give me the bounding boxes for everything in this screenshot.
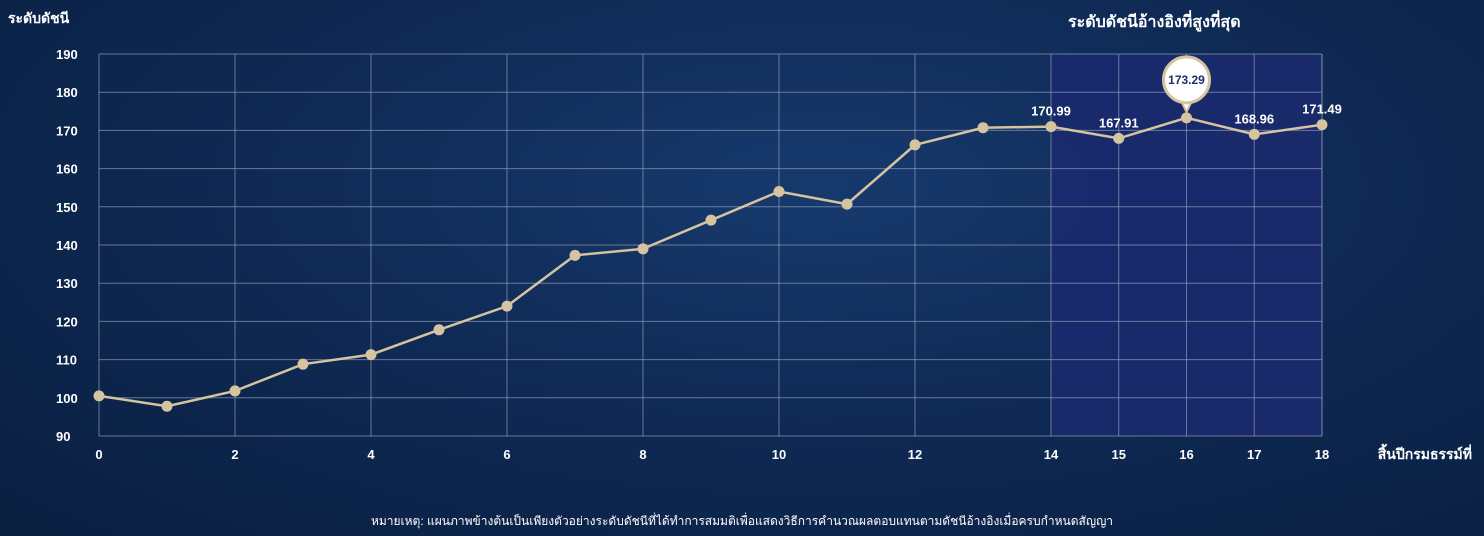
data-point [1181,112,1192,124]
data-label: 168.96 [1234,111,1274,126]
y-tick-label: 150 [56,200,78,215]
data-point [1113,132,1125,144]
callout-bubble [1162,55,1211,105]
data-point [841,198,853,210]
data-point [637,243,649,255]
y-tick-label: 120 [56,314,78,329]
y-tick-label: 110 [56,353,77,368]
y-tick-label: 100 [56,391,78,406]
footnote: หมายเหตุ: แผนภาพข้างต้นเป็นเพียงตัวอย่าง… [370,514,1114,528]
x-tick-label: 2 [231,447,238,462]
y-tick-label: 160 [56,162,78,177]
y-tick-label: 190 [56,47,78,62]
x-tick-label: 14 [1044,447,1059,462]
data-label: 167.91 [1099,115,1139,130]
y-tick-label: 180 [56,85,78,100]
data-point [569,249,581,261]
x-tick-label: 0 [95,447,102,462]
x-tick-label: 10 [772,447,786,462]
y-tick-label: 170 [56,123,78,138]
x-axis-label: สิ้นปีกรมธรรม์ที่ [1377,446,1472,462]
data-point [501,300,513,312]
y-axis-label: ระดับดัชนี [8,10,70,26]
callout-value: 173.29 [1168,73,1205,87]
data-point [773,186,785,198]
data-point [1316,119,1328,131]
x-tick-label: 12 [908,447,922,462]
data-point [229,385,241,397]
data-point [1045,121,1057,133]
data-label: 170.99 [1031,104,1071,119]
data-point [909,139,921,151]
highlight-title: ระดับดัชนีอ้างอิงที่สูงที่สุด [1068,14,1241,31]
x-tick-label: 6 [503,447,510,462]
y-tick-label: 140 [56,238,78,253]
data-label: 171.49 [1302,102,1342,117]
data-point [297,358,309,370]
data-point [705,214,717,226]
data-point [977,122,989,134]
data-point [161,400,173,412]
x-tick-label: 16 [1179,447,1193,462]
x-tick-label: 18 [1315,447,1329,462]
y-tick-label: 90 [56,429,70,444]
x-tick-label: 15 [1112,447,1126,462]
x-tick-label: 8 [639,447,646,462]
y-tick-label: 130 [56,276,78,291]
data-point [93,390,105,402]
x-tick-label: 4 [367,447,375,462]
data-point [1248,128,1260,140]
data-point [365,349,377,361]
data-point [433,324,445,336]
x-tick-label: 17 [1247,447,1261,462]
